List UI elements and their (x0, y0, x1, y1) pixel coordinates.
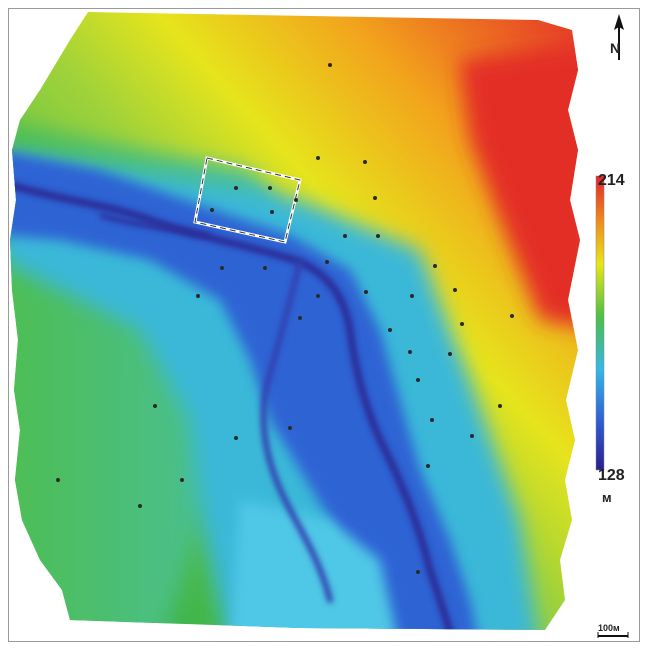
scale-bar (597, 632, 629, 638)
scale-bar-label: 100м (598, 623, 620, 633)
sample-point (460, 322, 464, 326)
sample-point (343, 234, 347, 238)
sample-markers (56, 63, 514, 574)
sample-point (270, 210, 274, 214)
sample-point (220, 266, 224, 270)
sample-point (364, 290, 368, 294)
sample-point (498, 404, 502, 408)
legend (595, 175, 605, 471)
sample-point (408, 350, 412, 354)
sample-point (328, 63, 332, 67)
sample-point (210, 208, 214, 212)
sample-point (373, 196, 377, 200)
sample-point (416, 378, 420, 382)
sample-point (234, 436, 238, 440)
sample-point (180, 478, 184, 482)
north-label: N (610, 40, 621, 56)
sample-point (453, 288, 457, 292)
sample-point (376, 234, 380, 238)
sample-point (388, 328, 392, 332)
sample-point (426, 464, 430, 468)
sample-point (138, 504, 142, 508)
study-area-box (193, 156, 302, 244)
sample-point (316, 294, 320, 298)
legend-max-value: 214 (598, 172, 625, 189)
sample-point (470, 434, 474, 438)
elevation-surface (10, 12, 580, 630)
sample-point (153, 404, 157, 408)
sample-point (410, 294, 414, 298)
sample-point (196, 294, 200, 298)
sample-point (510, 314, 514, 318)
sample-point (234, 186, 238, 190)
sample-point (268, 186, 272, 190)
sample-point (288, 426, 292, 430)
sample-point (430, 418, 434, 422)
legend-unit: м (602, 490, 612, 505)
sample-point (448, 352, 452, 356)
sample-point (298, 316, 302, 320)
sample-point (316, 156, 320, 160)
sample-point (56, 478, 60, 482)
sample-point (325, 260, 329, 264)
sample-point (363, 160, 367, 164)
legend-min-value: 128 (598, 467, 625, 484)
sample-point (416, 570, 420, 574)
legend-color-bar (595, 175, 605, 471)
sample-point (433, 264, 437, 268)
north-arrow-icon (614, 14, 624, 60)
sample-point (294, 198, 298, 202)
sample-point (263, 266, 267, 270)
map-frame (8, 8, 640, 642)
